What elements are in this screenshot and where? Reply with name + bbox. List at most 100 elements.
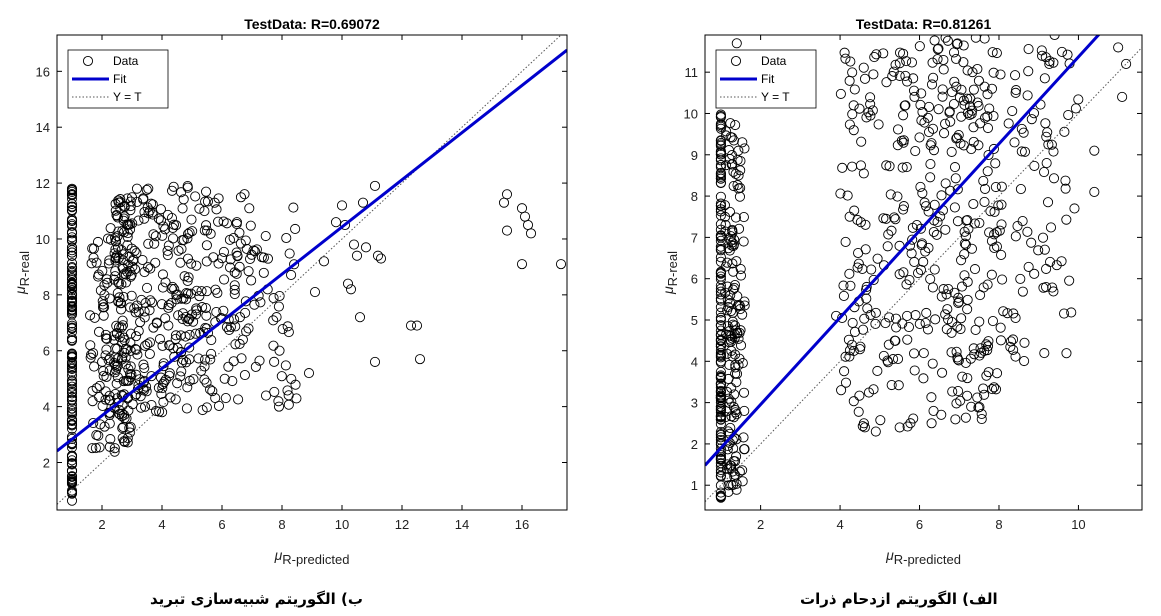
- data-point: [862, 303, 873, 314]
- data-point: [66, 478, 78, 489]
- data-point: [357, 197, 369, 208]
- data-point: [997, 274, 1008, 285]
- data-point: [1039, 73, 1050, 84]
- data-point: [715, 373, 726, 384]
- data-point: [1048, 146, 1059, 157]
- data-point: [908, 73, 919, 84]
- data-point: [898, 137, 909, 148]
- data-point: [231, 247, 242, 258]
- data-point: [984, 103, 995, 114]
- data-point: [915, 181, 926, 192]
- data-point: [191, 260, 202, 271]
- data-point: [183, 272, 194, 283]
- data-point: [1062, 49, 1073, 60]
- data-point: [946, 347, 957, 358]
- data-point: [139, 206, 150, 218]
- data-point: [894, 47, 906, 58]
- data-point: [898, 204, 909, 215]
- data-point: [724, 359, 735, 370]
- data-point: [260, 390, 272, 401]
- data-point: [1029, 160, 1040, 171]
- data-point: [113, 226, 124, 237]
- data-point: [212, 287, 223, 299]
- y-tick-label: 2: [43, 456, 50, 471]
- data-point: [230, 339, 241, 350]
- plot-area: [705, 35, 1142, 510]
- data-point: [1007, 334, 1019, 345]
- data-point: [835, 88, 846, 99]
- chart-title: TestData: R=0.69072: [244, 16, 380, 32]
- data-point: [66, 433, 78, 444]
- data-point: [140, 401, 151, 412]
- data-point: [240, 307, 251, 318]
- data-point: [254, 355, 265, 366]
- data-point: [872, 365, 883, 377]
- data-point: [982, 89, 993, 100]
- data-point: [722, 444, 733, 455]
- data-point: [725, 118, 736, 129]
- data-point: [857, 324, 869, 335]
- data-point: [1026, 114, 1037, 125]
- data-point: [952, 216, 963, 227]
- data-point: [953, 385, 964, 397]
- data-point: [243, 266, 254, 277]
- data-point: [949, 76, 960, 87]
- data-point: [909, 365, 920, 376]
- x-tick-label: 16: [515, 517, 529, 532]
- data-point: [125, 302, 136, 313]
- data-point: [1048, 57, 1059, 68]
- data-point: [881, 77, 892, 88]
- y-axis-label-subscript: R-real: [17, 251, 32, 287]
- data-point: [135, 391, 146, 402]
- data-point: [1011, 85, 1022, 96]
- data-point: [966, 243, 978, 254]
- data-point: [88, 348, 99, 359]
- data-point: [85, 310, 96, 321]
- data-point: [127, 218, 138, 229]
- data-point: [1060, 183, 1071, 194]
- data-point: [248, 245, 259, 256]
- data-point: [1015, 273, 1026, 284]
- data-point: [735, 165, 746, 176]
- data-point: [734, 191, 746, 202]
- data-point: [899, 100, 910, 111]
- data-point: [904, 274, 915, 286]
- data-point: [131, 331, 142, 342]
- data-point: [132, 349, 143, 360]
- data-point: [200, 302, 211, 314]
- y-tick-label: 2: [691, 437, 698, 452]
- data-point: [245, 253, 256, 264]
- data-point: [931, 229, 942, 240]
- data-point: [880, 318, 891, 329]
- data-point: [122, 437, 133, 448]
- data-point: [936, 291, 947, 302]
- data-point: [66, 228, 78, 239]
- data-point: [235, 238, 246, 249]
- data-point: [66, 188, 78, 200]
- data-point: [218, 305, 229, 316]
- data-point: [949, 287, 960, 298]
- data-point: [960, 412, 971, 423]
- data-point: [283, 390, 294, 401]
- data-point: [994, 225, 1005, 236]
- data-point: [715, 418, 726, 429]
- data-point: [937, 84, 948, 95]
- data-point: [201, 310, 212, 321]
- data-point: [890, 335, 901, 346]
- data-point: [974, 402, 985, 413]
- data-point: [122, 193, 133, 204]
- data-point: [838, 280, 849, 291]
- data-point: [974, 350, 985, 361]
- data-point: [207, 386, 218, 397]
- data-point: [979, 35, 990, 44]
- data-point: [190, 328, 201, 339]
- data-point: [339, 219, 351, 231]
- data-point: [730, 405, 741, 416]
- data-point: [909, 91, 920, 102]
- data-point: [723, 145, 734, 156]
- data-point: [901, 56, 912, 67]
- data-point: [66, 455, 78, 466]
- data-point: [1037, 232, 1049, 243]
- data-point: [1019, 146, 1031, 157]
- data-point: [97, 265, 108, 276]
